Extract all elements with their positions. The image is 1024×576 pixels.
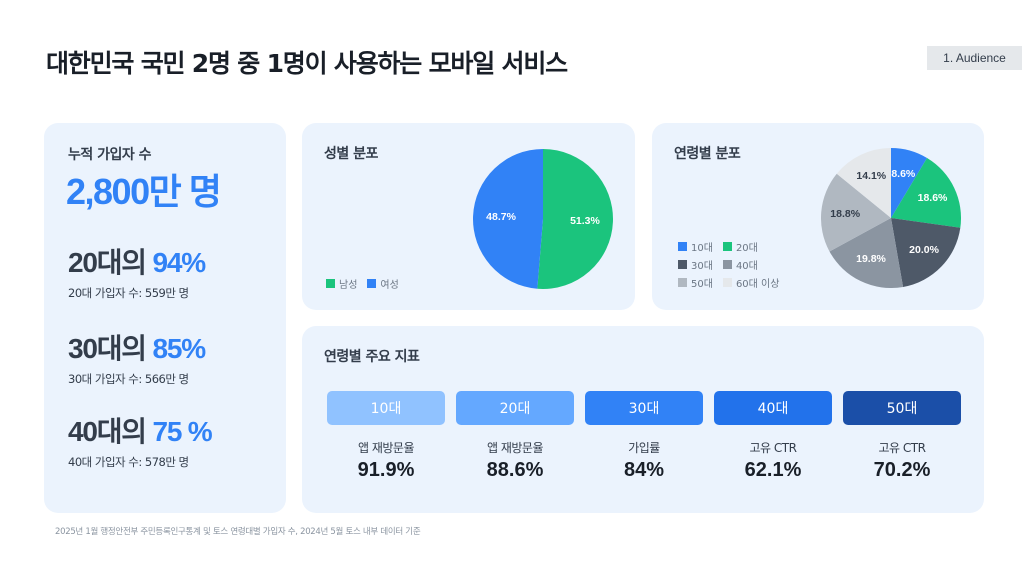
pie-slice-label: 48.7% bbox=[486, 211, 516, 224]
metric-name: 고유 CTR bbox=[878, 441, 926, 455]
pie-slice-1 bbox=[891, 157, 961, 228]
swatch-male bbox=[326, 278, 335, 288]
pie-slice-label: 20.0% bbox=[909, 243, 939, 256]
metric-age-chip: 50대 bbox=[843, 391, 961, 425]
metric-value: 62.1% bbox=[744, 459, 802, 481]
metric-value: 88.6% bbox=[486, 459, 544, 481]
metric-50s: 50대 고유 CTR 70.2% bbox=[843, 391, 961, 482]
pie-slice-0 bbox=[891, 148, 928, 218]
age-stat-prefix: 40대의 bbox=[68, 416, 153, 447]
total-subscribers-label: 누적 가입자 수 bbox=[68, 147, 152, 163]
age-stat-sub: 40대 가입자 수: 578만 명 bbox=[68, 455, 189, 469]
metric-name: 앱 재방문율 bbox=[357, 441, 415, 455]
age-stat-prefix: 30대의 bbox=[68, 333, 153, 364]
pie-slice-3 bbox=[829, 218, 904, 288]
age-pie-chart bbox=[821, 148, 961, 288]
pie-slice-label: 18.6% bbox=[917, 192, 948, 205]
pie-slice-label: 8.6% bbox=[891, 167, 916, 180]
legend-item-male: 남성 bbox=[326, 276, 357, 291]
section-tag: 1. Audience bbox=[927, 46, 1022, 70]
legend-item-10s: 10대 bbox=[678, 239, 713, 254]
legend-item-50s: 50대 bbox=[678, 275, 713, 290]
metric-value: 91.9% bbox=[357, 459, 415, 481]
gender-pie-chart bbox=[473, 149, 613, 289]
metric-name: 앱 재방문율 bbox=[486, 441, 544, 455]
legend-item-40s: 40대 bbox=[722, 257, 758, 272]
metrics-title: 연령별 주요 지표 bbox=[324, 349, 420, 365]
source-footnote: 2025년 1월 행정안전부 주민등록인구통계 및 토스 연령대별 가입자 수,… bbox=[55, 527, 421, 537]
legend-item-30s: 30대 bbox=[678, 257, 713, 272]
metric-name: 고유 CTR bbox=[749, 441, 797, 455]
page-title: 대한민국 국민 2명 중 1명이 사용하는 모바일 서비스 bbox=[46, 49, 568, 78]
legend-item-20s: 20대 bbox=[722, 239, 758, 254]
age-metrics-card: 연령별 주요 지표 10대 앱 재방문율 91.9% 20대 앱 재방문율 88… bbox=[302, 326, 984, 513]
swatch-50s bbox=[678, 277, 687, 287]
age-stat-sub: 30대 가입자 수: 566만 명 bbox=[68, 372, 189, 386]
age-stat-pct: 85% bbox=[152, 333, 206, 364]
swatch-10s bbox=[678, 241, 687, 251]
pie-slice-label: 14.1% bbox=[856, 170, 887, 183]
swatch-female bbox=[367, 278, 377, 288]
age-stat-20s: 20대의 94% 20대 가입자 수: 559만 명 bbox=[68, 241, 206, 301]
pie-slice-label: 19.8% bbox=[856, 253, 886, 266]
age-stat-30s: 30대의 85% 30대 가입자 수: 566만 명 bbox=[68, 327, 206, 387]
metric-name: 가입률 bbox=[628, 441, 660, 455]
swatch-60s-plus bbox=[722, 277, 732, 287]
age-stat-pct: 94% bbox=[152, 247, 206, 278]
age-stat-prefix: 20대의 bbox=[68, 247, 153, 278]
pie-slice-1 bbox=[473, 149, 543, 289]
metric-value: 84% bbox=[623, 459, 665, 481]
metric-age-chip: 10대 bbox=[327, 391, 445, 425]
metric-40s: 40대 고유 CTR 62.1% bbox=[714, 391, 832, 482]
age-stat-40s: 40대의 75 % 40대 가입자 수: 578만 명 bbox=[68, 410, 213, 470]
pie-slice-label: 51.3% bbox=[570, 214, 600, 227]
legend-item-female: 여성 bbox=[367, 276, 399, 291]
pie-slice-5 bbox=[836, 148, 891, 218]
metric-age-chip: 40대 bbox=[714, 391, 832, 425]
pie-slice-4 bbox=[821, 173, 891, 252]
metric-age-chip: 20대 bbox=[456, 391, 574, 425]
pie-slice-label: 18.8% bbox=[830, 207, 861, 220]
age-stat-pct: 75 % bbox=[152, 416, 212, 447]
swatch-20s bbox=[722, 241, 732, 251]
metric-age-chip: 30대 bbox=[585, 391, 703, 425]
age-stat-sub: 20대 가입자 수: 559만 명 bbox=[68, 286, 189, 300]
age-chart-title: 연령별 분포 bbox=[674, 146, 741, 162]
age-distribution-card: 연령별 분포 10대 20대 30대 40대 50대 60대 이상 8.6% 18… bbox=[652, 123, 984, 310]
subscriber-summary-card: 누적 가입자 수 2,800만 명 20대의 94% 20대 가입자 수: 55… bbox=[44, 123, 286, 513]
swatch-30s bbox=[678, 259, 687, 269]
swatch-40s bbox=[722, 259, 732, 269]
pie-slice-0 bbox=[537, 149, 613, 289]
metric-value: 70.2% bbox=[873, 459, 931, 481]
legend-item-60s-plus: 60대 이상 bbox=[722, 275, 779, 290]
gender-distribution-card: 성별 분포 남성 여성 51.3% 48.7% bbox=[302, 123, 635, 310]
metric-10s: 10대 앱 재방문율 91.9% bbox=[327, 391, 445, 482]
metric-30s: 30대 가입률 84% bbox=[585, 391, 703, 482]
total-subscribers-value: 2,800만 명 bbox=[66, 171, 222, 212]
pie-slice-2 bbox=[891, 218, 961, 287]
age-legend: 10대 20대 30대 40대 50대 60대 이상 bbox=[678, 237, 779, 291]
gender-chart-title: 성별 분포 bbox=[324, 146, 378, 162]
gender-legend: 남성 여성 bbox=[326, 274, 399, 292]
metric-20s: 20대 앱 재방문율 88.6% bbox=[456, 391, 574, 482]
